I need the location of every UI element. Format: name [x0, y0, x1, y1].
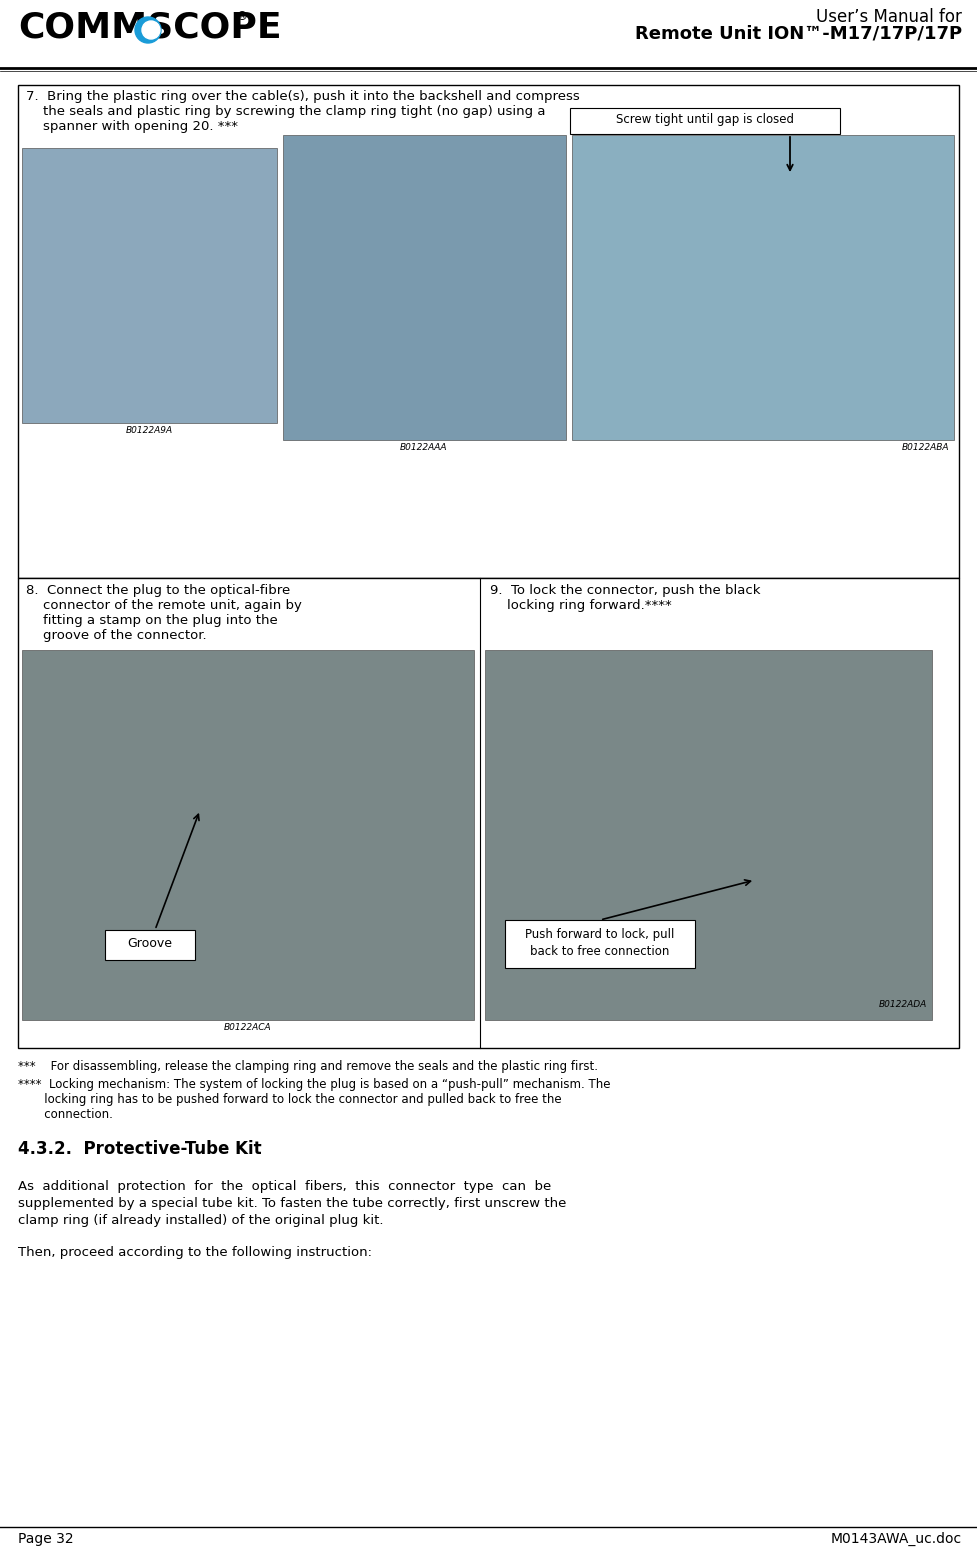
- Text: Screw tight until gap is closed: Screw tight until gap is closed: [616, 113, 794, 125]
- Text: Then, proceed according to the following instruction:: Then, proceed according to the following…: [18, 1246, 372, 1258]
- FancyBboxPatch shape: [283, 135, 566, 440]
- Text: the seals and plastic ring by screwing the clamp ring tight (no gap) using a: the seals and plastic ring by screwing t…: [26, 105, 545, 118]
- Text: B0122AAA: B0122AAA: [401, 443, 447, 451]
- Text: Page 32: Page 32: [18, 1533, 73, 1547]
- Text: Groove: Groove: [128, 937, 173, 950]
- FancyBboxPatch shape: [572, 135, 954, 440]
- Text: locking ring forward.****: locking ring forward.****: [490, 599, 672, 613]
- Text: supplemented by a special tube kit. To fasten the tube correctly, first unscrew : supplemented by a special tube kit. To f…: [18, 1197, 567, 1210]
- Text: 7.  Bring the plastic ring over the cable(s), push it into the backshell and com: 7. Bring the plastic ring over the cable…: [26, 89, 579, 103]
- Text: B0122A9A: B0122A9A: [125, 426, 173, 436]
- Circle shape: [135, 17, 161, 42]
- Circle shape: [142, 20, 160, 39]
- Text: 8.  Connect the plug to the optical-fibre: 8. Connect the plug to the optical-fibre: [26, 584, 290, 597]
- Text: connection.: connection.: [18, 1108, 113, 1120]
- FancyBboxPatch shape: [18, 85, 959, 578]
- Text: clamp ring (if already installed) of the original plug kit.: clamp ring (if already installed) of the…: [18, 1214, 384, 1227]
- Text: 4.3.2.  Protective-Tube Kit: 4.3.2. Protective-Tube Kit: [18, 1141, 262, 1158]
- Text: B0122ABA: B0122ABA: [902, 443, 949, 451]
- Text: User’s Manual for: User’s Manual for: [816, 8, 962, 27]
- Text: fitting a stamp on the plug into the: fitting a stamp on the plug into the: [26, 614, 277, 627]
- FancyBboxPatch shape: [22, 147, 277, 423]
- FancyBboxPatch shape: [18, 578, 959, 1048]
- FancyBboxPatch shape: [105, 929, 195, 961]
- Text: locking ring has to be pushed forward to lock the connector and pulled back to f: locking ring has to be pushed forward to…: [18, 1094, 562, 1106]
- FancyBboxPatch shape: [570, 108, 840, 135]
- Text: ***    For disassembling, release the clamping ring and remove the seals and the: *** For disassembling, release the clamp…: [18, 1059, 598, 1073]
- Text: B0122ACA: B0122ACA: [224, 1023, 272, 1033]
- Text: spanner with opening 20. ***: spanner with opening 20. ***: [26, 121, 238, 133]
- Text: groove of the connector.: groove of the connector.: [26, 628, 206, 642]
- Text: As  additional  protection  for  the  optical  fibers,  this  connector  type  c: As additional protection for the optical…: [18, 1180, 551, 1192]
- Text: Remote Unit ION™-M17/17P/17P: Remote Unit ION™-M17/17P/17P: [635, 24, 962, 42]
- Text: Push forward to lock, pull
back to free connection: Push forward to lock, pull back to free …: [526, 928, 675, 957]
- Text: ****  Locking mechanism: The system of locking the plug is based on a “push-pull: **** Locking mechanism: The system of lo…: [18, 1078, 611, 1091]
- Text: ®: ®: [235, 9, 247, 24]
- Text: connector of the remote unit, again by: connector of the remote unit, again by: [26, 599, 302, 613]
- FancyBboxPatch shape: [505, 920, 695, 968]
- FancyBboxPatch shape: [22, 650, 474, 1020]
- Text: 9.  To lock the connector, push the black: 9. To lock the connector, push the black: [490, 584, 760, 597]
- Text: COMMSCOPE: COMMSCOPE: [18, 9, 281, 44]
- Text: B0122ADA: B0122ADA: [878, 1000, 927, 1009]
- Text: M0143AWA_uc.doc: M0143AWA_uc.doc: [830, 1533, 962, 1547]
- FancyBboxPatch shape: [485, 650, 932, 1020]
